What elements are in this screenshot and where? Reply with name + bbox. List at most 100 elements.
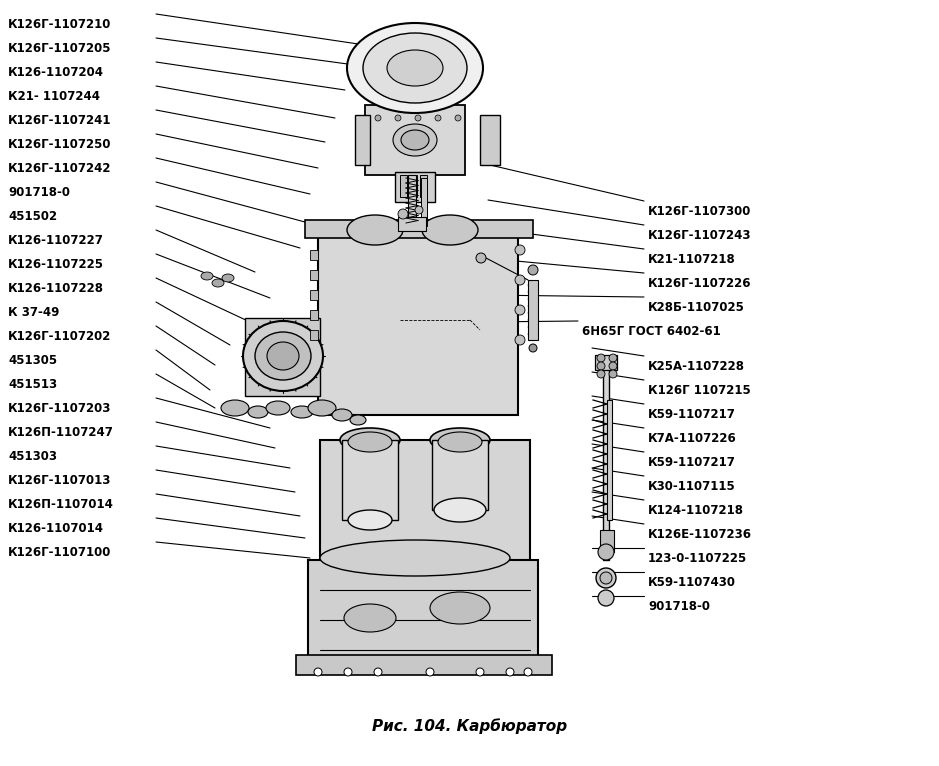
Text: К59-1107430: К59-1107430: [648, 576, 736, 589]
Ellipse shape: [255, 332, 311, 380]
Text: 123-0-1107225: 123-0-1107225: [648, 552, 747, 565]
Ellipse shape: [393, 124, 437, 156]
Circle shape: [476, 668, 484, 676]
Circle shape: [600, 572, 612, 584]
Bar: [310, 250, 318, 260]
Ellipse shape: [387, 50, 443, 86]
Text: К126Г-1107242: К126Г-1107242: [8, 162, 112, 175]
Circle shape: [374, 668, 382, 676]
Text: К59-1107217: К59-1107217: [648, 408, 736, 421]
Ellipse shape: [348, 510, 392, 530]
Text: 451513: 451513: [8, 378, 57, 391]
Text: 451502: 451502: [8, 210, 57, 223]
Bar: [320, 440, 530, 565]
Bar: [310, 310, 318, 320]
Text: 901718-0: 901718-0: [8, 186, 70, 199]
Bar: [342, 440, 398, 520]
Bar: [310, 290, 318, 300]
Circle shape: [609, 370, 617, 378]
Ellipse shape: [212, 279, 224, 287]
Bar: [432, 440, 488, 510]
Bar: [420, 175, 427, 197]
Circle shape: [515, 305, 525, 315]
Circle shape: [597, 354, 605, 362]
Text: К30-1107115: К30-1107115: [648, 480, 736, 493]
Text: К126Г-1107203: К126Г-1107203: [8, 402, 112, 415]
Text: К126-1107204: К126-1107204: [8, 66, 104, 79]
Circle shape: [415, 206, 423, 214]
Circle shape: [395, 115, 401, 121]
Ellipse shape: [243, 321, 323, 391]
Text: К126Г-1107300: К126Г-1107300: [648, 205, 751, 218]
Text: К126-1107228: К126-1107228: [8, 282, 104, 295]
Ellipse shape: [430, 428, 490, 452]
Text: К59-1107217: К59-1107217: [648, 456, 736, 469]
Ellipse shape: [291, 406, 313, 418]
Text: К7А-1107226: К7А-1107226: [648, 432, 737, 445]
Bar: [400, 175, 407, 197]
Bar: [318, 230, 518, 415]
Text: К28Б-1107025: К28Б-1107025: [648, 301, 745, 314]
Bar: [410, 175, 417, 197]
Text: К126П-1107247: К126П-1107247: [8, 426, 114, 439]
Ellipse shape: [308, 400, 336, 416]
Circle shape: [597, 370, 605, 378]
Ellipse shape: [347, 215, 403, 245]
Bar: [600, 530, 614, 552]
Ellipse shape: [350, 415, 366, 425]
Bar: [421, 178, 427, 226]
Bar: [308, 560, 538, 670]
Text: К126Г-1107202: К126Г-1107202: [8, 330, 112, 343]
Circle shape: [609, 362, 617, 370]
Text: К126Г-1107241: К126Г-1107241: [8, 114, 112, 127]
Text: Рис. 104. Карбюратор: Рис. 104. Карбюратор: [372, 718, 567, 734]
Ellipse shape: [320, 540, 510, 576]
Text: К126Г-1107250: К126Г-1107250: [8, 138, 112, 151]
Text: К124-1107218: К124-1107218: [648, 504, 744, 517]
Bar: [245, 318, 320, 396]
Text: К126П-1107014: К126П-1107014: [8, 498, 114, 511]
Circle shape: [529, 344, 537, 352]
Ellipse shape: [348, 432, 392, 452]
Bar: [607, 400, 612, 520]
Text: К126Г-1107100: К126Г-1107100: [8, 546, 112, 559]
Circle shape: [609, 354, 617, 362]
Bar: [305, 220, 533, 238]
Text: К126Г-1107205: К126Г-1107205: [8, 42, 112, 55]
Bar: [355, 115, 370, 165]
Circle shape: [597, 362, 605, 370]
Ellipse shape: [430, 592, 490, 624]
Circle shape: [598, 544, 614, 560]
Bar: [310, 270, 318, 280]
Circle shape: [476, 253, 486, 263]
Ellipse shape: [221, 400, 249, 416]
Bar: [296, 655, 552, 675]
Text: К126-1107225: К126-1107225: [8, 258, 104, 271]
Circle shape: [415, 115, 421, 121]
Text: 6Н65Г ГОСТ 6402-61: 6Н65Г ГОСТ 6402-61: [582, 325, 721, 338]
Circle shape: [455, 115, 461, 121]
Text: 901718-0: 901718-0: [648, 600, 710, 613]
Text: К126Г-1107243: К126Г-1107243: [648, 229, 751, 242]
Bar: [595, 355, 617, 370]
Text: К 37-49: К 37-49: [8, 306, 59, 319]
Circle shape: [398, 209, 408, 219]
Bar: [310, 330, 318, 340]
Circle shape: [506, 668, 514, 676]
Text: К21-1107218: К21-1107218: [648, 253, 736, 266]
Ellipse shape: [222, 274, 234, 282]
Bar: [398, 217, 426, 231]
Ellipse shape: [422, 215, 478, 245]
Circle shape: [524, 668, 532, 676]
Bar: [528, 280, 538, 340]
Ellipse shape: [347, 23, 483, 113]
Bar: [480, 115, 500, 165]
Circle shape: [596, 568, 616, 588]
Circle shape: [426, 668, 434, 676]
Bar: [365, 105, 465, 175]
Circle shape: [528, 265, 538, 275]
Text: К126Г-1107013: К126Г-1107013: [8, 474, 112, 487]
Text: К25А-1107228: К25А-1107228: [648, 360, 745, 373]
Circle shape: [375, 115, 381, 121]
Ellipse shape: [340, 428, 400, 452]
